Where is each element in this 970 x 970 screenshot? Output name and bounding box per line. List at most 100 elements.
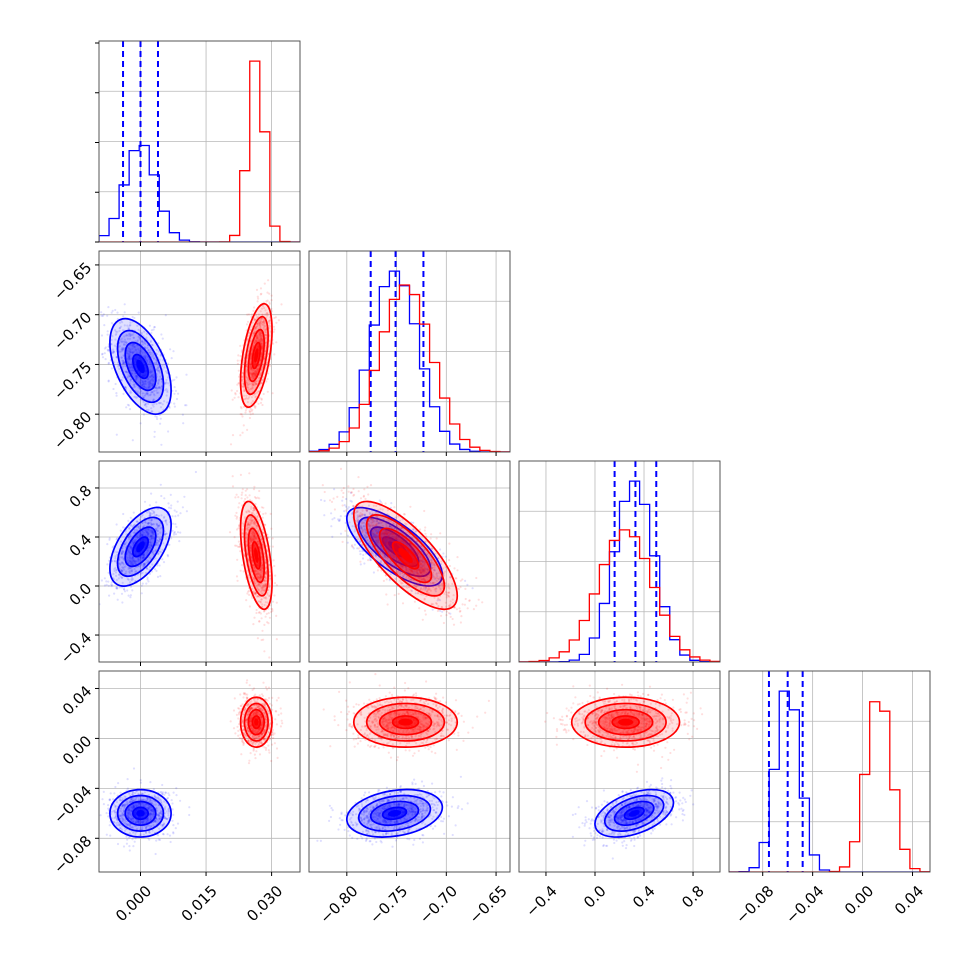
sample-point [110,585,113,588]
sample-point [141,395,144,398]
sample-point [158,524,161,528]
sample-point [256,573,259,576]
sample-point [339,532,343,535]
sample-point [133,567,136,571]
sample-point [273,316,276,320]
sample-point [258,519,261,522]
sample-point [132,562,136,565]
sample-point [138,381,141,384]
sample-point [271,392,274,395]
sample-point [240,413,243,416]
sample-point [147,580,150,583]
sample-point [388,533,392,536]
sample-point [128,554,131,557]
sample-point [251,412,254,415]
sample-point [255,336,258,339]
sample-point [345,505,348,508]
sample-point [256,584,259,587]
sample-point [380,521,383,525]
sample-point [127,350,130,353]
sample-point [247,386,250,389]
sample-point [146,532,150,535]
sample-point [389,532,392,535]
sample-point [137,557,140,560]
sample-point [126,358,129,361]
sample-point [132,343,135,346]
sample-point [245,382,248,385]
sample-point [331,518,334,521]
sample-point [155,386,158,390]
sample-point [152,398,155,401]
sample-point [256,322,259,325]
sample-point [254,326,257,329]
sample-point [256,570,259,573]
sample-point [123,362,126,365]
sample-point [259,339,262,342]
sample-point [270,607,273,610]
sample-point [131,558,134,561]
sample-point [256,323,259,326]
sample-point [155,348,158,352]
sample-point [133,346,136,349]
sample-point [370,518,373,521]
sample-point [156,353,159,356]
sample-point [144,354,147,357]
sample-point [257,368,260,371]
sample-point [255,371,258,374]
sample-point [143,341,146,344]
sample-point [257,611,261,614]
sample-point [252,373,255,376]
sample-point [146,534,149,537]
sample-point [244,409,247,412]
sample-point [253,522,256,525]
sample-point [419,564,422,567]
sample-point [118,326,122,330]
sample-point [254,370,257,373]
sample-point [264,597,267,600]
sample-point [150,523,153,526]
sample-point [256,336,259,339]
sample-point [127,373,130,376]
sample-point [131,343,134,346]
sample-point [453,567,456,570]
sample-point [144,392,147,395]
sample-point [365,536,368,539]
sample-point [150,537,153,541]
sample-point [266,313,269,316]
sample-point [410,569,413,572]
sample-point [254,370,257,373]
sample-point [122,567,125,570]
sample-point [249,363,252,366]
sample-point [265,570,268,573]
sample-point [248,523,251,527]
sample-point [260,566,263,569]
sample-point [161,364,164,367]
sample-point [153,514,156,517]
sample-point [106,563,109,566]
sample-point [251,537,254,541]
sample-point [153,435,156,438]
sample-point [142,396,145,399]
sample-point [152,510,155,513]
sample-point [254,327,257,330]
sample-point [150,529,153,532]
sample-point [132,559,135,562]
sample-point [246,488,249,491]
sample-point [150,374,153,377]
sample-point [165,519,168,522]
sample-point [100,314,103,317]
sample-point [129,351,132,354]
sample-point [364,530,367,534]
sample-point [130,333,133,336]
sample-point [251,372,254,375]
sample-point [112,350,115,353]
sample-point [265,380,268,383]
sample-point [124,572,127,575]
sample-point [133,523,136,526]
sample-point [144,379,147,383]
sample-point [262,584,265,587]
sample-point [146,533,149,536]
sample-point [260,320,263,323]
sample-point [252,531,255,534]
sample-point [245,533,248,536]
